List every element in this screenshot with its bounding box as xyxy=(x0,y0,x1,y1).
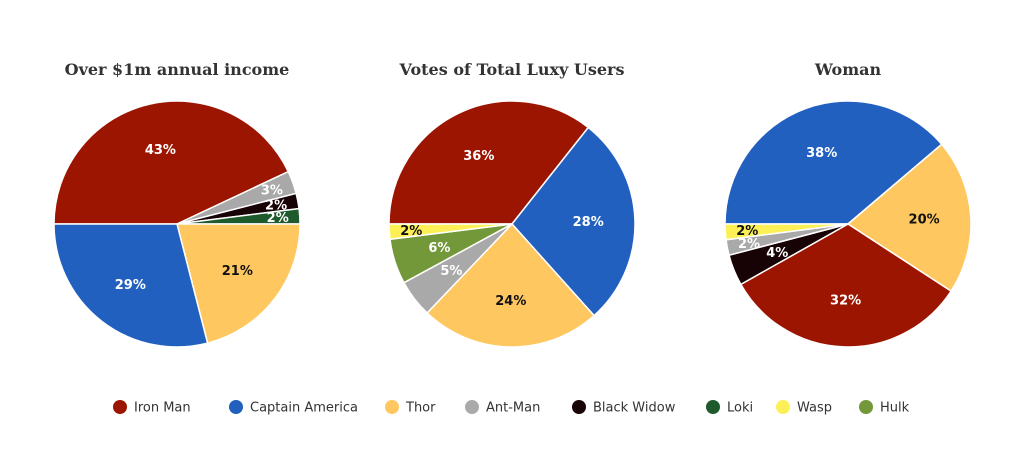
pie-slice-thor xyxy=(426,222,596,348)
pie-chart-3: Woman 38% 20% 32% 4% 2%2% xyxy=(724,60,972,348)
pie-slice-iron-man xyxy=(53,100,290,225)
slice-label: 2% xyxy=(267,211,289,226)
legend-swatch xyxy=(229,400,243,414)
pie-slice-iron-man xyxy=(739,223,953,348)
legend-swatch xyxy=(465,400,479,414)
legend-swatch xyxy=(385,400,399,414)
legend-label: Iron Man xyxy=(134,401,191,416)
slice-label: 4% xyxy=(766,246,788,261)
legend-swatch xyxy=(859,400,873,414)
slice-label: 2% xyxy=(738,237,760,252)
slice-label: 29% xyxy=(115,278,146,293)
slice-label: 21% xyxy=(222,264,253,279)
slice-label: 2% xyxy=(736,224,758,239)
pie-slice-wasp xyxy=(724,223,849,241)
pie-slice-captain-america xyxy=(511,126,636,317)
legend-item: Thor xyxy=(385,400,436,416)
legend-swatch xyxy=(113,400,127,414)
legend-label: Wasp xyxy=(797,401,832,416)
slice-label: 43% xyxy=(145,143,176,158)
legend-swatch xyxy=(776,400,790,414)
pie-slice-captain-america xyxy=(53,223,209,348)
legend-label: Hulk xyxy=(880,401,910,416)
chart-title: Over $1m annual income xyxy=(65,60,290,79)
slice-label: 24% xyxy=(495,294,526,309)
legend-label: Captain America xyxy=(250,401,358,416)
pie-slice-thor xyxy=(846,143,972,293)
legend-item: Loki xyxy=(706,400,753,416)
slice-label: 36% xyxy=(463,149,494,164)
chart-title: Votes of Total Luxy Users xyxy=(399,60,625,79)
chart-title: Woman xyxy=(814,60,882,79)
legend-item: Black Widow xyxy=(572,400,676,416)
legend-swatch xyxy=(572,400,586,414)
slice-label: 2% xyxy=(400,224,422,239)
slice-label: 20% xyxy=(909,213,940,228)
legend-label: Loki xyxy=(727,401,753,416)
legend-item: Captain America xyxy=(229,400,358,416)
legend-item: Wasp xyxy=(776,400,832,416)
pie-chart-2: Votes of Total Luxy Users 36% 28% 24% 5% 6% 2% xyxy=(388,60,636,348)
slice-label: 5% xyxy=(440,264,462,279)
pie-slice-captain-america xyxy=(724,100,943,225)
slice-label: 32% xyxy=(830,294,861,309)
slice-label: 3% xyxy=(261,183,283,198)
slice-label: 28% xyxy=(573,215,604,230)
pie-slice-wasp xyxy=(388,223,513,241)
legend-label: Ant-Man xyxy=(486,401,540,416)
slice-label: 38% xyxy=(806,146,837,161)
slice-label: 2% xyxy=(265,199,287,214)
legend: Iron Man Captain America Thor Ant-Man Black … xyxy=(113,400,910,416)
slice-label: 6% xyxy=(428,241,450,256)
legend-item: Iron Man xyxy=(113,400,191,416)
legend-swatch xyxy=(706,400,720,414)
pie-slice-thor xyxy=(176,223,301,345)
legend-label: Black Widow xyxy=(593,401,676,416)
legend-item: Ant-Man xyxy=(465,400,540,416)
pie-slice-iron-man xyxy=(388,100,590,225)
legend-item: Hulk xyxy=(859,400,910,416)
legend-label: Thor xyxy=(405,401,436,416)
